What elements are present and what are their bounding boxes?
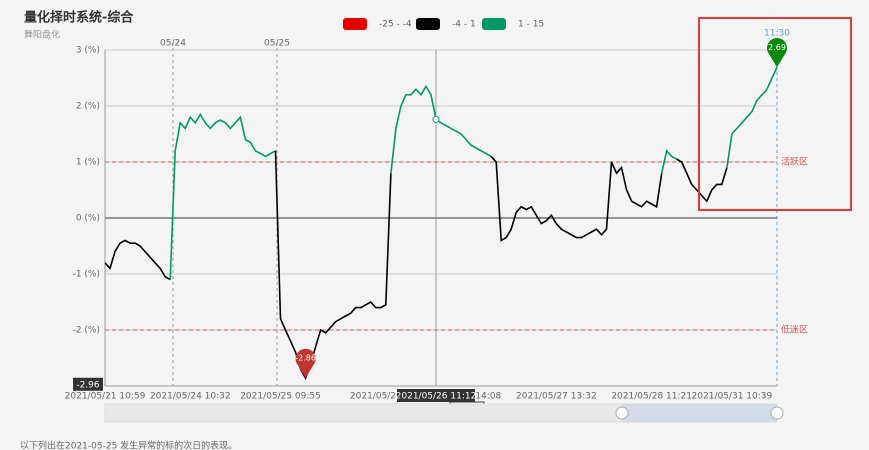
legend-swatch[interactable] [343, 18, 367, 30]
line-segment [169, 112, 276, 280]
pointer-y-label: -2.96 [76, 380, 100, 390]
x-tick-label: 2021/05/21 10:59 [65, 392, 146, 402]
highlight-box [698, 17, 852, 211]
y-tick-label: -1 (%) [73, 270, 100, 280]
legend-swatch[interactable] [416, 18, 440, 30]
y-tick-label: 0 (%) [76, 214, 100, 224]
legend-label[interactable]: -4 - 1 [452, 20, 476, 30]
y-tick-label: 1 (%) [76, 158, 100, 168]
pointer-dot [432, 115, 440, 123]
pin [295, 348, 316, 379]
pin-label: 2.69 [768, 43, 786, 52]
y-tick-label: 2 (%) [76, 102, 100, 112]
pin-label: -2.86 [295, 354, 316, 363]
day-label: 05/24 [160, 39, 186, 49]
x-tick-label: 2021/05/27 13:32 [516, 392, 597, 402]
x-tick-label: 2021/05/31 10:39 [692, 392, 773, 402]
x-tick-label: 2021/05/25 [350, 392, 402, 402]
day-label: 05/25 [264, 39, 290, 49]
pointer-y-tag [73, 377, 103, 391]
y-tick-label: 3 (%) [76, 46, 100, 56]
pointer-x-tag [396, 389, 475, 402]
y-tick-label: -2 (%) [73, 326, 100, 336]
line-segment [676, 158, 728, 203]
line-segment [660, 149, 678, 174]
zone-label: 低迷区 [781, 324, 808, 336]
legend-swatch[interactable] [482, 18, 506, 30]
x-tick-label: 2021/05/28 11:21 [611, 392, 692, 402]
line-segment [490, 155, 663, 242]
pointer-x-label: 2021/05/26 11:12 [396, 392, 477, 402]
line-segment [104, 239, 171, 281]
chart-subtitle: 舞阳盘化 [24, 29, 60, 41]
zone-label: 活跃区 [781, 156, 808, 168]
x-tick-label: 2021/05/24 10:32 [150, 392, 231, 402]
slider-window[interactable] [622, 404, 777, 422]
line-segment [726, 67, 778, 168]
line-segment [274, 150, 392, 381]
x-tick-label: 26 14:08 [461, 392, 502, 402]
footer: 以下列出在2021-05-25 发生异常的标的次日的表现。 [20, 440, 237, 450]
slider-handle[interactable] [615, 406, 629, 420]
legend-label[interactable]: -25 - -4 [379, 20, 412, 30]
end-time: 11:30 [764, 29, 790, 39]
line-segment [390, 84, 492, 174]
pin [767, 38, 787, 68]
slider-handle[interactable] [770, 406, 784, 420]
x-tick-label: 2021/05/25 09:55 [240, 392, 321, 402]
legend-label[interactable]: 1 - 15 [518, 20, 544, 30]
chart-title: 量化择时系统-综合 [24, 10, 134, 26]
